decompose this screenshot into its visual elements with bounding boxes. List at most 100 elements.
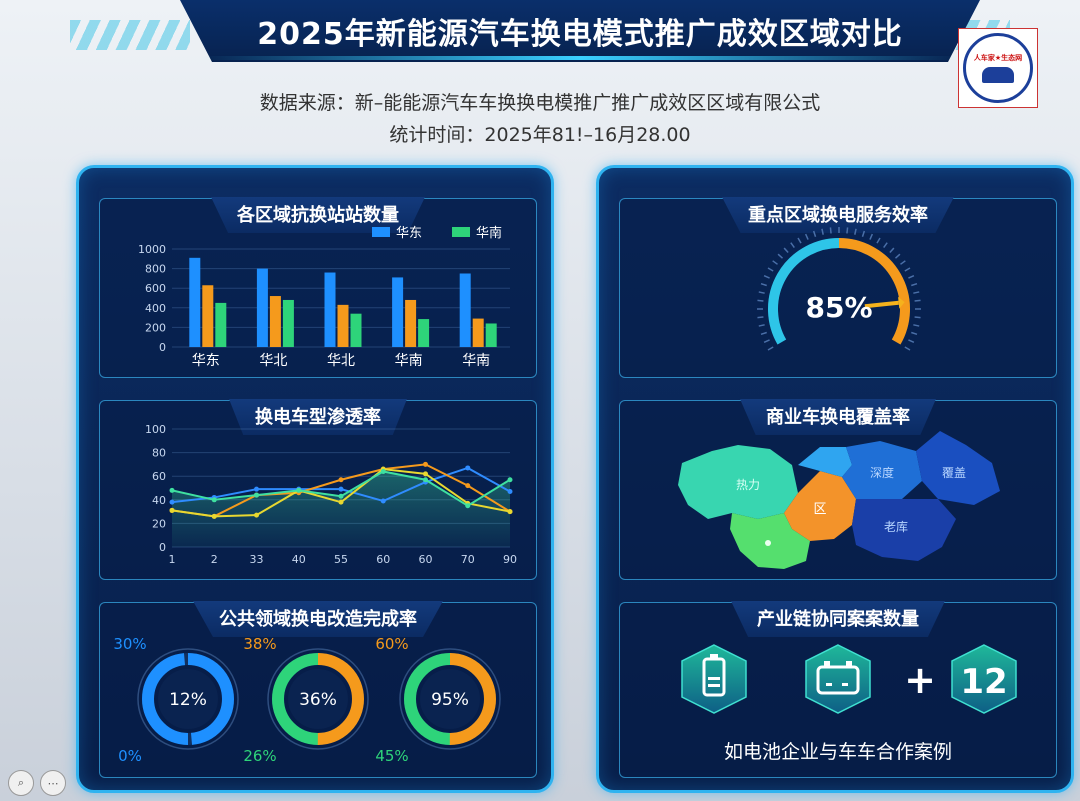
gauge-tick <box>757 299 764 302</box>
bar <box>472 318 484 347</box>
ring-center <box>288 669 348 729</box>
y-tick-label: 80 <box>152 447 166 460</box>
gauge-tick <box>797 237 802 244</box>
penetration-line-chart: 0 20 40 60 80 100 1 2 33 40 55 60 60 70 90 <box>145 423 517 566</box>
title-bar: 2025年新能源汽车换电模式推广成效区域对比 <box>180 0 980 62</box>
data-point <box>507 489 513 495</box>
logo: 人车家★生态网 <box>958 28 1038 108</box>
gauge-tick <box>760 331 767 336</box>
y-tick-label: 400 <box>145 302 166 315</box>
bar <box>324 272 336 347</box>
gauge-tick <box>883 242 888 248</box>
title-glow <box>200 56 960 60</box>
x-tick-label: 60 <box>419 553 433 566</box>
left-panel: 各区域抗换站站数量 华东 华南 0 200 400 600 800 1000 华东 华北 华北华… <box>76 165 554 793</box>
battery-icon <box>681 644 747 714</box>
logo-badge: 人车家★生态网 <box>963 33 1033 103</box>
gauge-needle <box>864 300 899 309</box>
y-tick-label: 0 <box>159 541 166 554</box>
bar <box>202 285 214 347</box>
map-region-top <box>798 447 852 477</box>
bar <box>189 257 201 347</box>
x-tick-label: 华东 <box>192 353 220 369</box>
ring-outline <box>399 648 501 750</box>
battery-pack-icon <box>805 644 871 714</box>
x-tick-label: 1 <box>169 553 176 566</box>
data-point <box>254 512 259 518</box>
gauge-tick <box>767 267 774 272</box>
y-tick-label: 40 <box>152 494 166 507</box>
header-decoration-left <box>70 20 190 50</box>
x-tick-label: 60 <box>376 553 390 566</box>
data-point <box>169 507 175 513</box>
data-point <box>465 483 471 489</box>
more-icon[interactable]: ⋯ <box>40 770 66 796</box>
gauge-tick <box>804 233 809 240</box>
gauge-tick <box>763 339 770 344</box>
data-point <box>423 461 428 467</box>
gauge-tick <box>783 247 789 254</box>
ring-bottom-label: 45% <box>375 747 408 765</box>
cases-icons: + 12 <box>681 644 1017 714</box>
page-title: 2025年新能源汽车换电模式推广成效区域对比 <box>257 17 903 52</box>
line-area <box>172 471 510 547</box>
bar <box>215 302 227 347</box>
bar <box>485 323 497 347</box>
data-point <box>423 477 428 483</box>
x-tick-label: 2 <box>211 553 218 566</box>
gauge-tick <box>876 237 881 244</box>
bar <box>282 299 294 347</box>
data-point <box>338 486 344 492</box>
cases-caption: 如电池企业与车车合作案例 <box>723 741 952 763</box>
case-count: 12 <box>960 662 1007 702</box>
retrofit-rings: 12% 30% 0% 36% 38% 26% 95% 60% 45% <box>113 635 501 765</box>
data-point <box>380 468 386 474</box>
ring-bottom-label: 0% <box>118 747 142 765</box>
y-tick-label: 60 <box>152 470 166 483</box>
ring-progress <box>142 653 234 745</box>
legend-swatch <box>372 227 390 237</box>
gauge-tick <box>821 228 824 235</box>
gauge-tick <box>760 282 767 287</box>
ring-outline <box>137 648 239 750</box>
gauge-value: 85% <box>805 291 872 324</box>
stat-time: 统计时间：2025年81!–16月28.00 <box>389 124 691 146</box>
stations-card: 各区域抗换站站数量 华东 华南 0 200 400 600 800 1000 华东 华北 华北华… <box>99 197 537 378</box>
bar <box>256 268 268 347</box>
map-label: 热力 <box>736 478 760 492</box>
x-tick-label: 华北 <box>259 353 287 369</box>
gauge-tick <box>861 230 866 237</box>
gauge-tick <box>812 230 817 237</box>
retrofit-card: 公共领域换电改造完成率 12% 30% 0% 36% 38% 26% 95% 60% 45% <box>99 601 537 778</box>
data-point <box>338 499 344 505</box>
ring-center <box>420 669 480 729</box>
gauge-tick <box>869 233 874 240</box>
x-tick-label: 90 <box>503 553 517 566</box>
x-tick-label: 33 <box>250 553 264 566</box>
gauge-tick <box>854 228 857 235</box>
x-tick-label: 华南 <box>462 353 490 369</box>
y-tick-label: 800 <box>145 263 166 276</box>
legend-swatch <box>452 227 470 237</box>
ring-progress <box>404 653 496 745</box>
coverage-map: 热力 区 深度 覆盖 老库 <box>678 431 1000 569</box>
data-point <box>211 497 217 503</box>
gauge-tick <box>913 291 920 294</box>
gauge-tick <box>911 331 918 336</box>
zoom-icon[interactable]: ⌕ <box>8 770 34 796</box>
gauge-tick <box>763 274 770 279</box>
y-tick-label: 200 <box>145 321 166 334</box>
ring-top-label: 30% <box>113 635 146 653</box>
map-region-relief <box>678 445 798 519</box>
gauge-tick <box>904 346 911 351</box>
data-point <box>211 513 217 519</box>
bar <box>459 273 471 347</box>
data-point <box>254 492 259 498</box>
x-tick-label: 华北 <box>327 353 355 369</box>
data-point <box>254 486 259 492</box>
gauge-tick <box>846 227 849 234</box>
ring-center-label: 36% <box>299 690 337 710</box>
data-point <box>169 499 175 505</box>
data-point <box>338 477 344 483</box>
